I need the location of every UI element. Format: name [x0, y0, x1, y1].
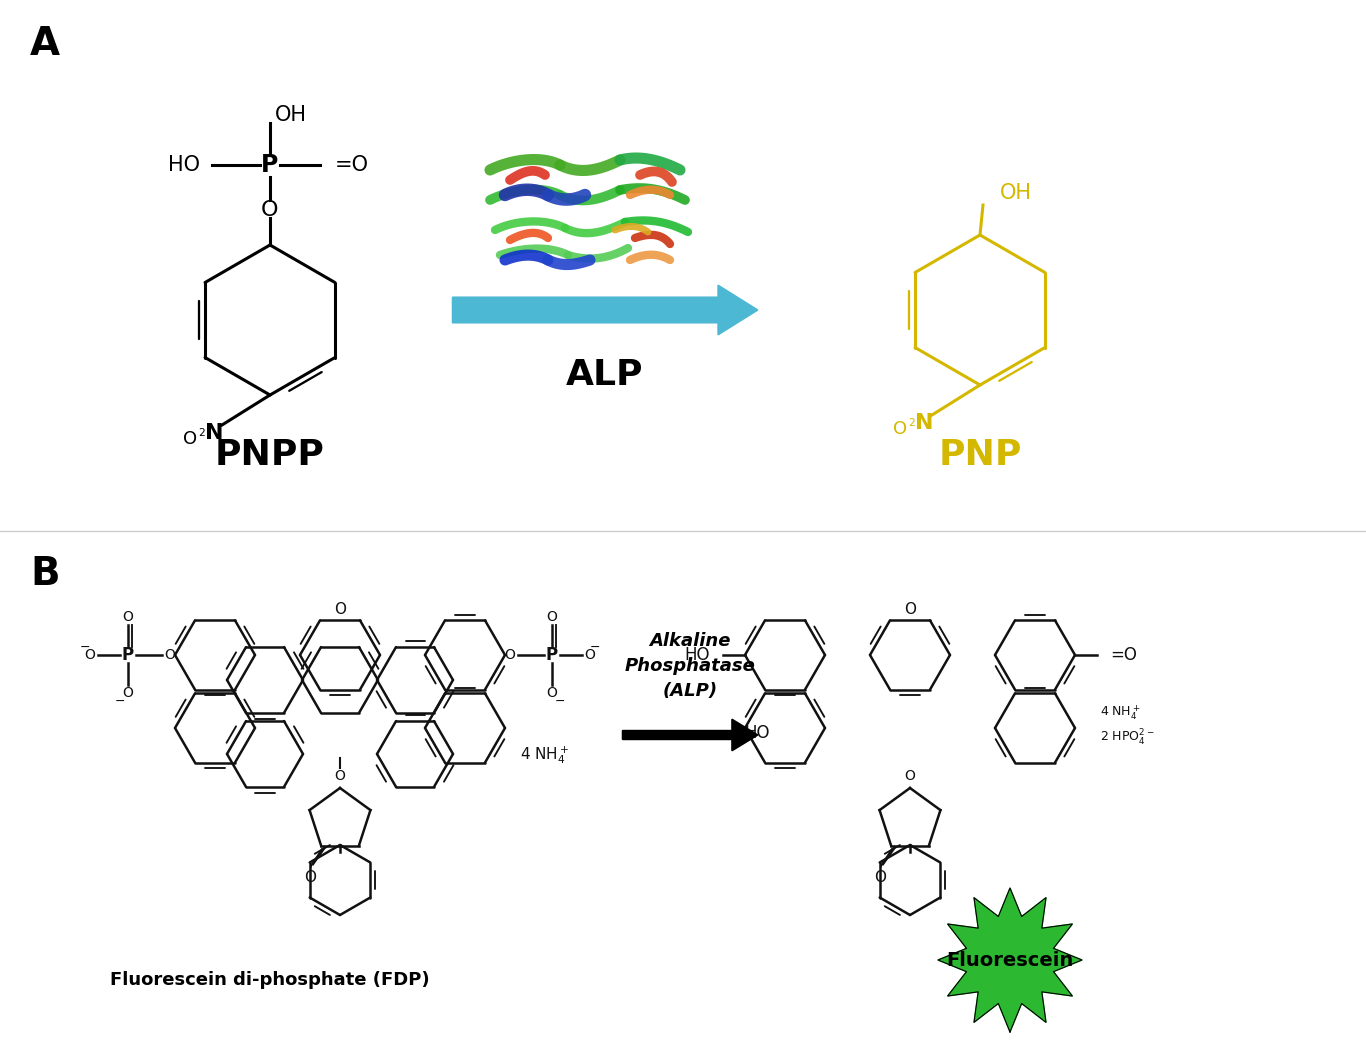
Text: O: O: [335, 769, 346, 783]
Text: Alkaline
Phosphatase
(ALP): Alkaline Phosphatase (ALP): [624, 632, 755, 700]
Text: $_2$: $_2$: [908, 414, 915, 429]
Text: OH: OH: [275, 105, 307, 125]
Text: N: N: [205, 423, 223, 444]
Text: O: O: [546, 686, 557, 700]
Text: Fluorescein: Fluorescein: [947, 950, 1074, 969]
Text: O: O: [305, 869, 316, 885]
Text: HO: HO: [168, 154, 199, 176]
Text: O: O: [183, 430, 197, 448]
Text: 4 NH$_4^+$: 4 NH$_4^+$: [1100, 703, 1141, 722]
FancyArrowPatch shape: [623, 720, 757, 750]
Text: P: P: [122, 646, 134, 664]
Text: O: O: [261, 200, 279, 220]
Text: N: N: [915, 413, 933, 433]
Text: 2 HPO$_4^{2-}$: 2 HPO$_4^{2-}$: [1100, 728, 1154, 748]
Text: O: O: [335, 602, 346, 618]
Text: =O: =O: [1111, 646, 1137, 664]
Text: −: −: [590, 640, 600, 654]
Text: HO: HO: [684, 646, 710, 664]
FancyArrowPatch shape: [452, 286, 757, 334]
Text: PNP: PNP: [938, 438, 1022, 472]
Text: HO: HO: [744, 724, 770, 742]
Text: O: O: [85, 648, 96, 662]
Text: −: −: [115, 695, 126, 707]
Text: −: −: [555, 695, 566, 707]
Text: O: O: [904, 769, 915, 783]
Text: A: A: [30, 25, 60, 63]
Text: O: O: [164, 648, 175, 662]
Text: =O: =O: [335, 154, 369, 176]
Text: O: O: [123, 686, 134, 700]
Text: P: P: [261, 153, 279, 177]
Text: $_2$: $_2$: [198, 424, 206, 439]
Text: PNPP: PNPP: [214, 438, 325, 472]
Text: O: O: [546, 610, 557, 624]
Text: 4 NH$_4^+$: 4 NH$_4^+$: [520, 744, 568, 766]
Polygon shape: [938, 888, 1082, 1032]
Text: O: O: [504, 648, 515, 662]
Text: O: O: [874, 869, 887, 885]
Text: Fluorescein di-phosphate (FDP): Fluorescein di-phosphate (FDP): [111, 971, 430, 989]
Text: ALP: ALP: [567, 358, 643, 392]
Text: O: O: [893, 420, 907, 438]
Text: B: B: [30, 555, 60, 593]
Text: P: P: [546, 646, 559, 664]
Text: O: O: [123, 610, 134, 624]
Text: OH: OH: [1000, 183, 1031, 203]
Text: −: −: [79, 640, 90, 654]
Text: O: O: [904, 602, 917, 618]
Text: O: O: [585, 648, 596, 662]
